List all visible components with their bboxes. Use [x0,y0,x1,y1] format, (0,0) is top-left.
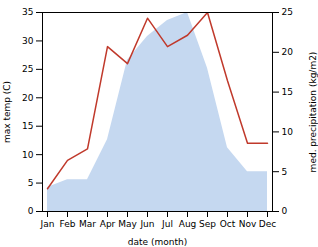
svg-text:med. precipitation (kg/m2): med. precipitation (kg/m2) [308,52,318,173]
svg-text:10: 10 [282,127,294,137]
svg-text:Oct: Oct [220,219,236,229]
svg-text:Dec: Dec [259,219,276,229]
svg-text:15: 15 [282,87,293,97]
svg-text:5: 5 [28,178,34,188]
svg-text:Sep: Sep [199,219,216,229]
svg-text:Mar: Mar [79,219,96,229]
svg-text:Jun: Jun [139,219,154,229]
svg-text:May: May [118,219,137,229]
svg-text:Jul: Jul [161,219,173,229]
svg-text:max temp (C): max temp (C) [2,81,12,143]
svg-text:20: 20 [282,47,294,57]
svg-text:15: 15 [22,121,33,131]
svg-text:Aug: Aug [179,219,197,229]
svg-text:30: 30 [22,36,34,46]
svg-text:10: 10 [22,150,34,160]
svg-text:Nov: Nov [239,219,257,229]
svg-text:0: 0 [28,206,34,216]
svg-text:25: 25 [22,64,33,74]
svg-text:Feb: Feb [60,219,76,229]
svg-text:Apr: Apr [100,219,116,229]
svg-text:5: 5 [282,167,288,177]
svg-text:20: 20 [22,93,34,103]
svg-text:25: 25 [282,7,293,17]
svg-text:0: 0 [282,206,288,216]
svg-text:Jan: Jan [40,219,55,229]
svg-text:date (month): date (month) [128,237,187,247]
svg-text:35: 35 [22,7,33,17]
